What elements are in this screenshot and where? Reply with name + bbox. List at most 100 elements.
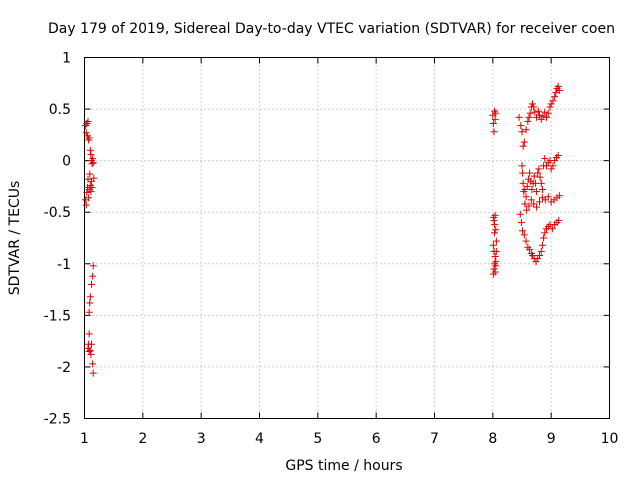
data-point	[522, 237, 530, 245]
data-point	[491, 229, 499, 237]
data-point	[529, 100, 536, 108]
data-point	[555, 87, 563, 95]
data-point	[87, 150, 95, 158]
data-point	[540, 234, 548, 242]
data-point	[534, 169, 542, 177]
data-point	[82, 201, 90, 209]
data-point	[85, 308, 93, 316]
data-point	[546, 103, 554, 111]
data-point	[537, 247, 545, 255]
data-point	[536, 198, 543, 206]
x-tick-label: 3	[197, 431, 206, 447]
data-points	[82, 82, 563, 377]
x-tick-label: 8	[488, 431, 497, 447]
data-point	[523, 182, 531, 190]
data-point	[522, 126, 530, 134]
data-point	[529, 252, 536, 260]
data-point	[544, 223, 552, 231]
data-point	[517, 122, 525, 130]
data-point	[518, 162, 526, 170]
data-point	[535, 165, 543, 173]
data-point	[551, 93, 559, 101]
data-point	[543, 162, 550, 170]
data-point	[489, 270, 497, 278]
data-point	[88, 340, 95, 348]
data-point	[492, 247, 500, 255]
x-tick-label: 1	[80, 431, 89, 447]
data-point	[492, 109, 500, 117]
data-point	[519, 179, 527, 187]
y-tick-label: 0	[62, 154, 71, 170]
data-point	[491, 211, 499, 219]
x-tick-label: 4	[255, 431, 264, 447]
data-point	[523, 206, 531, 214]
data-point	[516, 210, 524, 218]
data-point	[536, 252, 543, 260]
data-point	[491, 115, 499, 123]
data-point	[86, 170, 94, 178]
data-point	[554, 82, 562, 90]
data-point	[525, 113, 533, 121]
x-tick-label: 9	[547, 431, 556, 447]
data-point	[524, 117, 532, 125]
y-tick-label: -2.5	[44, 412, 71, 428]
data-point	[89, 262, 97, 270]
data-point	[86, 293, 94, 301]
data-point	[492, 226, 500, 234]
data-point	[534, 255, 542, 263]
data-point	[526, 109, 534, 117]
data-point	[88, 280, 95, 288]
y-axis-label: SDTVAR / TECUs	[7, 181, 23, 296]
data-point	[555, 192, 563, 200]
data-point	[522, 193, 530, 201]
data-point	[520, 138, 528, 146]
data-point	[84, 117, 92, 125]
chart-title: Day 179 of 2019, Sidereal Day-to-day VTE…	[48, 21, 615, 37]
data-point	[527, 196, 535, 204]
x-tick-label: 6	[372, 431, 381, 447]
data-point	[526, 245, 534, 253]
data-point	[489, 120, 497, 128]
data-point	[519, 142, 527, 150]
data-point	[538, 241, 546, 249]
x-tick-label: 5	[313, 431, 322, 447]
data-point	[88, 160, 96, 168]
data-point	[537, 179, 545, 187]
y-tick-label: -2	[57, 360, 71, 376]
grid	[84, 57, 610, 419]
axis-ticks	[84, 57, 610, 419]
data-point	[89, 369, 97, 377]
data-point	[543, 113, 550, 121]
data-point	[539, 112, 547, 120]
data-point	[547, 100, 555, 108]
data-point	[530, 200, 538, 208]
data-point	[515, 113, 523, 121]
data-point	[551, 157, 559, 165]
data-point	[538, 186, 546, 194]
data-point	[536, 173, 544, 181]
data-point	[490, 265, 498, 273]
data-point	[87, 351, 95, 359]
data-point	[492, 262, 500, 270]
data-point	[87, 188, 95, 196]
data-point	[520, 231, 528, 239]
data-point	[541, 108, 549, 116]
data-point	[519, 169, 527, 177]
data-point	[525, 202, 533, 210]
data-point	[489, 241, 497, 249]
y-tick-label: 0.5	[49, 102, 71, 118]
data-point	[537, 115, 545, 123]
data-point	[86, 299, 94, 307]
data-point	[532, 258, 540, 266]
data-point	[490, 216, 498, 224]
data-point	[534, 107, 542, 115]
data-point	[492, 237, 500, 245]
data-point	[530, 103, 538, 111]
y-tick-label: -0.5	[44, 205, 71, 221]
data-point	[518, 128, 526, 136]
data-point	[555, 216, 563, 224]
data-point	[528, 186, 536, 194]
data-point	[89, 155, 97, 163]
plot-frame	[84, 57, 610, 419]
x-axis-label: GPS time / hours	[285, 458, 402, 474]
